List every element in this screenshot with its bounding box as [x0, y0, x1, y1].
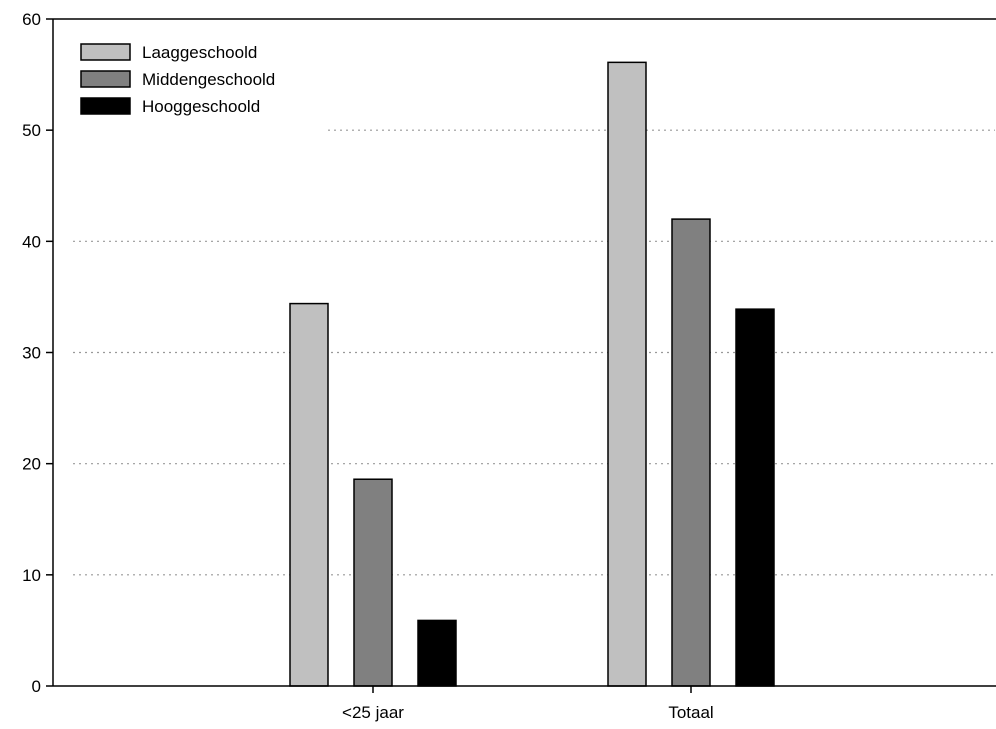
legend-swatch — [80, 97, 131, 115]
y-tick-label: 30 — [22, 344, 41, 363]
legend-label: Laaggeschoold — [142, 43, 257, 62]
grid-lines — [73, 129, 995, 576]
bar-laaggeschoold-1 — [289, 302, 329, 687]
bar-hooggeschoold-1 — [417, 619, 457, 687]
bar-laaggeschoold-2 — [607, 61, 647, 687]
y-tick-label: 10 — [22, 566, 41, 585]
bar-hooggeschoold-2 — [735, 308, 775, 687]
bars — [289, 61, 775, 687]
bar-middengeschoold-2 — [671, 218, 711, 687]
y-tick-label: 50 — [22, 121, 41, 140]
legend-swatch — [80, 43, 131, 61]
bar-middengeschoold-1 — [353, 478, 393, 687]
y-tick-label: 20 — [22, 455, 41, 474]
y-tick-label: 40 — [22, 232, 41, 251]
axes: 0 10 20 30 40 50 60 <25 jaar Totaal — [22, 10, 996, 722]
x-tick-label: <25 jaar — [342, 703, 404, 722]
x-tick-label: Totaal — [668, 703, 713, 722]
y-tick-label: 0 — [32, 677, 41, 696]
y-tick-label: 60 — [22, 10, 41, 29]
legend-label: Hooggeschoold — [142, 97, 260, 116]
legend: Laaggeschoold Middengeschoold Hooggeschool… — [80, 43, 275, 116]
legend-label: Middengeschoold — [142, 70, 275, 89]
legend-swatch — [80, 70, 131, 88]
